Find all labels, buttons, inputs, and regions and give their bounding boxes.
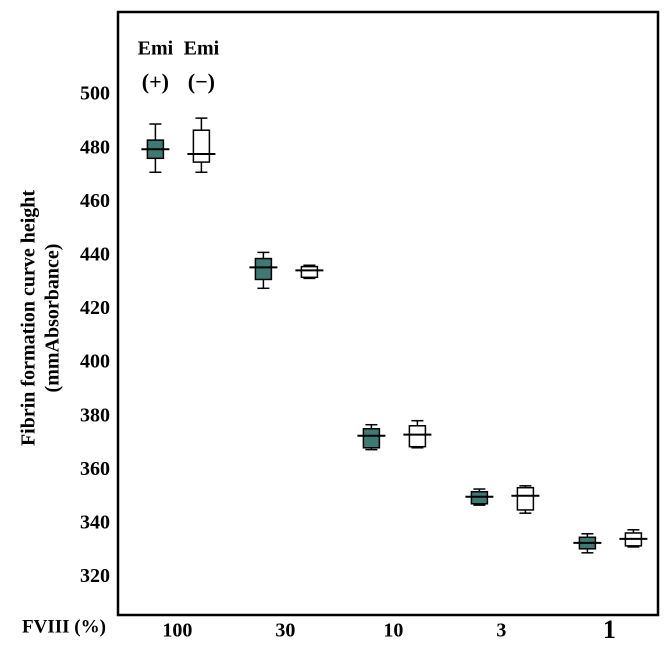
legend-name: Emi [184, 38, 220, 60]
y-tick-label: 380 [80, 404, 110, 426]
box [362, 427, 381, 449]
y-tick-label: 460 [80, 190, 110, 212]
y-tick-label: 480 [80, 136, 110, 158]
y-tick-label: 360 [80, 458, 110, 480]
box [254, 257, 273, 281]
legend-name: Emi [138, 38, 174, 60]
y-tick-label: 400 [80, 351, 110, 373]
box [192, 129, 211, 163]
y-tick-label: 340 [80, 511, 110, 533]
box [300, 265, 319, 279]
y-tick-label: 500 [80, 83, 110, 105]
x-tick-label: 3 [496, 620, 506, 642]
y-axis-label-line: (mmAbsorbance) [42, 244, 64, 393]
y-tick-label: 420 [80, 297, 110, 319]
x-axis-label: FVIII (%) [22, 616, 106, 637]
legend-label: (+) [142, 69, 169, 94]
legend-label: (−) [188, 69, 215, 94]
y-axis-label: Fibrin formation curve height (mmAbsorba… [18, 190, 64, 446]
y-axis-label-line: Fibrin formation curve height [18, 190, 40, 446]
x-tick-label: 1 [603, 615, 616, 644]
box [408, 425, 427, 448]
y-tick-label: 440 [80, 243, 110, 265]
x-tick-label: 10 [383, 620, 403, 642]
plot-frame [116, 10, 660, 617]
x-tick-label: 100 [162, 620, 192, 642]
y-tick-label: 320 [80, 565, 110, 587]
x-tick-label: 30 [275, 620, 295, 642]
box [516, 486, 535, 511]
